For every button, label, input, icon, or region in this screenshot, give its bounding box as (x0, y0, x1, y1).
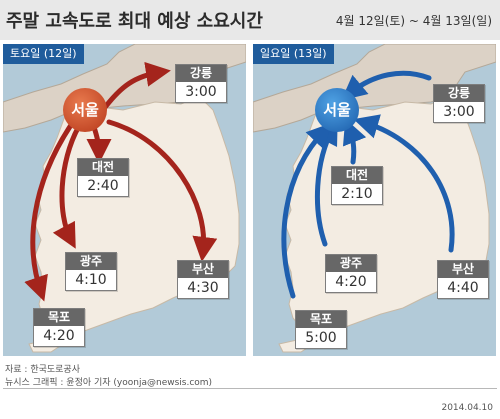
footer: 자료 : 한국도로공사 뉴시스 그래픽 : 윤정아 기자 (yoonja@new… (3, 360, 497, 418)
city-time: 2:40 (87, 178, 119, 194)
city-name: 광주 (326, 255, 376, 272)
city-mokpo-box: 목포 5:00 (295, 310, 347, 349)
city-name: 강릉 (434, 85, 484, 102)
city-gwangju-box: 광주 4:20 (325, 254, 377, 293)
sunday-panel: 일요일 (13일) 서울 강릉 3:00 대전 2:10 광주 4:20 부산 … (253, 44, 496, 356)
city-time: 4:20 (43, 328, 75, 344)
arrow-from-daejeon (342, 118, 367, 165)
city-gwangju-box: 광주 4:10 (65, 252, 117, 291)
city-gangneung-box: 강릉 3:00 (433, 84, 485, 123)
arrow-from-busan (353, 114, 455, 253)
city-busan-box: 부산 4:30 (177, 260, 229, 299)
seoul-destination-marker: 서울 (315, 88, 359, 132)
saturday-panel: 토요일 (12일) 서울 강릉 3:00 대전 2:40 광주 4:10 부산 … (3, 44, 246, 356)
city-name: 광주 (66, 253, 116, 270)
graphic-credit: 뉴시스 그래픽 : 윤정아 기자 (yoonja@newsis.com) (5, 378, 213, 388)
city-name: 대전 (78, 159, 128, 176)
city-name: 강릉 (176, 65, 226, 82)
publish-date: 2014.04.10 (441, 403, 493, 413)
source-credit: 자료 : 한국도로공사 (5, 365, 80, 375)
arrow-to-gangneung (100, 61, 171, 113)
saturday-tag: 토요일 (12일) (3, 44, 84, 64)
arrow-from-mokpo (281, 122, 332, 299)
arrow-to-mokpo (24, 119, 76, 302)
city-time: 5:00 (305, 330, 337, 346)
city-time: 3:00 (443, 104, 475, 120)
city-name: 부산 (438, 261, 488, 278)
city-time: 4:10 (75, 272, 107, 288)
header: 주말 고속도로 최대 예상 소요시간 4월 12일(토) ~ 4월 13일(일) (0, 0, 500, 40)
infographic-title: 주말 고속도로 최대 예상 소요시간 (6, 11, 263, 32)
city-name: 목포 (34, 309, 84, 326)
date-range: 4월 12일(토) ~ 4월 13일(일) (335, 14, 492, 28)
city-time: 4:40 (447, 280, 479, 296)
city-time: 4:20 (335, 274, 367, 290)
sunday-tag: 일요일 (13일) (253, 44, 334, 64)
city-daejeon-box: 대전 2:40 (77, 158, 129, 197)
seoul-origin-marker: 서울 (63, 88, 107, 132)
city-mokpo-box: 목포 4:20 (33, 308, 85, 347)
arrow-to-busan (106, 119, 218, 262)
footer-divider (3, 388, 497, 389)
city-name: 목포 (296, 311, 346, 328)
arrow-to-gwangju (52, 123, 82, 249)
city-time: 4:30 (187, 280, 219, 296)
city-daejeon-box: 대전 2:10 (331, 166, 383, 205)
city-time: 3:00 (185, 84, 217, 100)
city-name: 부산 (178, 261, 228, 278)
arrow-from-gangneung (341, 70, 432, 101)
city-gangneung-box: 강릉 3:00 (175, 64, 227, 103)
city-name: 대전 (332, 167, 382, 184)
city-time: 2:10 (341, 186, 373, 202)
city-busan-box: 부산 4:40 (437, 260, 489, 299)
